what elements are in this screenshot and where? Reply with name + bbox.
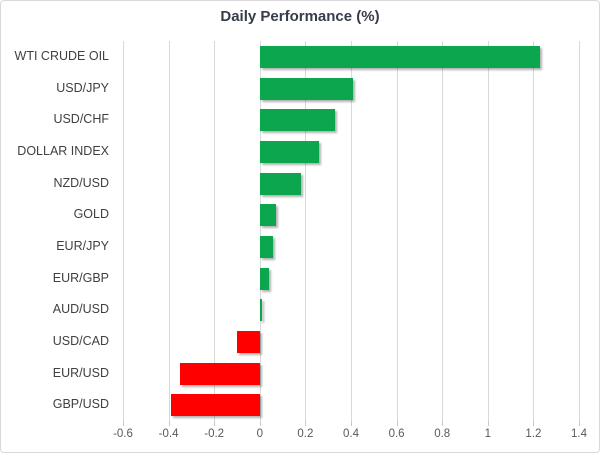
x-tick-label: 1.4 — [571, 428, 587, 440]
gridline-x-1.2 — [533, 41, 535, 421]
category-axis: WTI CRUDE OIL USD/JPY USD/CHF DOLLAR INDEX N… — [1, 41, 109, 421]
category-label-aud-usd: AUD/USD — [52, 302, 109, 317]
category-label-nzd-usd: NZD/USD — [53, 175, 109, 190]
x-tick-label: 1.2 — [525, 428, 542, 440]
x-tick-label: 1 — [484, 428, 491, 440]
category-label-gbp-usd: GBP/USD — [52, 397, 109, 412]
value-axis: -0.6 -0.4 -0.2 0 0.2 0.4 0.6 0.8 1 1.2 1.4 — [1, 428, 599, 446]
bar-usd-chf — [259, 109, 335, 132]
gridline-x-1 — [487, 41, 489, 421]
tick-mark — [442, 421, 444, 426]
tick-mark — [487, 421, 489, 426]
x-tick-label: 0 — [256, 428, 263, 440]
bar-wti-crude-oil — [259, 45, 541, 68]
bar-gold — [259, 204, 276, 227]
category-label-gold: GOLD — [73, 207, 109, 222]
x-tick-label: 0.6 — [388, 428, 405, 440]
chart-title: Daily Performance (%) — [220, 8, 380, 25]
category-label-wti-crude-oil: WTI CRUDE OIL — [14, 49, 109, 63]
gridline-x--0.6 — [123, 41, 124, 421]
bar-eur-gbp — [259, 267, 269, 290]
category-label-usd-cad: USD/CAD — [52, 334, 109, 348]
tick-mark — [351, 421, 352, 426]
tick-mark — [533, 421, 535, 426]
x-tick-label: 0.8 — [434, 428, 451, 440]
tick-mark — [214, 421, 216, 426]
tick-mark — [123, 421, 124, 426]
gridline-x--0.4 — [168, 41, 170, 421]
tick-mark — [396, 421, 398, 426]
gridline-x-1.4 — [579, 41, 580, 421]
tick-mark — [579, 421, 580, 426]
category-label-eur-usd: EUR/USD — [52, 365, 109, 380]
bar-eur-usd — [180, 362, 260, 385]
x-tick-label: 0.2 — [297, 428, 314, 440]
gridline-x-0.2 — [305, 41, 307, 421]
gridline-x-0.8 — [442, 41, 444, 421]
tick-mark — [259, 421, 261, 426]
category-label-usd-jpy: USD/JPY — [56, 80, 109, 95]
x-tick-label: 0.4 — [343, 428, 359, 440]
category-label-usd-chf: USD/CHF — [53, 112, 109, 127]
tick-mark — [305, 421, 307, 426]
category-label-eur-jpy: EUR/JPY — [56, 239, 109, 253]
gridline-x-0 — [259, 41, 261, 421]
x-tick-label: -0.2 — [204, 428, 225, 440]
bar-aud-usd — [259, 299, 263, 322]
x-tick-label: -0.6 — [113, 428, 133, 440]
bar-eur-jpy — [259, 235, 274, 258]
category-label-eur-gbp: EUR/GBP — [52, 270, 109, 285]
bar-usd-cad — [237, 330, 260, 353]
bar-dollar-index — [259, 140, 320, 163]
gridline-x-0.4 — [351, 41, 352, 421]
bar-usd-jpy — [259, 77, 354, 100]
category-label-dollar-index: DOLLAR INDEX — [17, 144, 109, 158]
tick-mark — [168, 421, 170, 426]
x-tick-label: -0.4 — [158, 428, 179, 440]
bar-gbp-usd — [170, 394, 260, 417]
bar-nzd-usd — [259, 172, 301, 195]
gridline-x-0.6 — [396, 41, 398, 421]
plot-area — [123, 41, 580, 426]
gridline-x--0.2 — [214, 41, 216, 421]
